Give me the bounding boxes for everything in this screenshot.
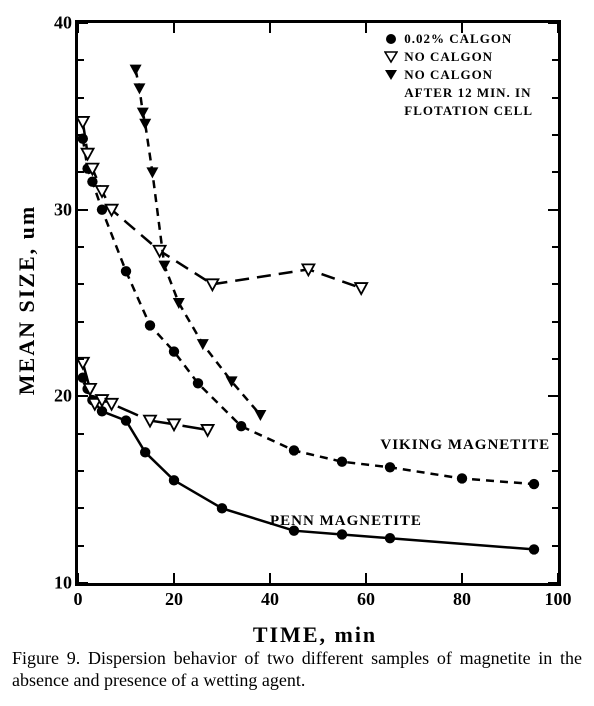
filled-circle-icon bbox=[140, 447, 150, 457]
x-tick-label: 80 bbox=[453, 589, 471, 610]
y-tick-label: 20 bbox=[54, 386, 72, 407]
legend-row: 0.02% CALGON bbox=[382, 31, 533, 47]
filled-circle-icon bbox=[289, 445, 299, 455]
filled-triangle-icon bbox=[254, 410, 266, 421]
legend-row: AFTER 12 MIN. IN bbox=[404, 85, 533, 101]
open-triangle-icon bbox=[106, 399, 118, 410]
filled-triangle-icon bbox=[139, 119, 151, 130]
series-viking-nocalgon bbox=[83, 122, 361, 288]
series-annotation-penn: PENN MAGNETITE bbox=[270, 513, 422, 530]
filled-triangle-icon bbox=[173, 298, 185, 309]
filled-triangle-icon bbox=[382, 68, 400, 82]
x-axis-label: TIME, min bbox=[253, 622, 377, 648]
filled-triangle-icon bbox=[158, 261, 170, 272]
legend-label: FLOTATION CELL bbox=[404, 103, 533, 119]
filled-circle-icon bbox=[382, 32, 400, 46]
y-axis-label: MEAN SIZE, um bbox=[14, 205, 40, 395]
filled-triangle-icon bbox=[133, 83, 145, 94]
filled-triangle-icon bbox=[146, 167, 158, 178]
filled-circle-icon bbox=[193, 378, 203, 388]
legend-label: NO CALGON bbox=[404, 67, 493, 83]
legend-row: NO CALGON bbox=[382, 49, 533, 65]
x-tick-label: 40 bbox=[261, 589, 279, 610]
x-tick-label: 0 bbox=[74, 589, 83, 610]
x-tick-label: 60 bbox=[357, 589, 375, 610]
x-tick-label: 100 bbox=[545, 589, 572, 610]
filled-circle-icon bbox=[169, 346, 179, 356]
filled-triangle-icon bbox=[130, 65, 142, 76]
filled-triangle-icon bbox=[197, 339, 209, 350]
filled-circle-icon bbox=[169, 475, 179, 485]
filled-circle-icon bbox=[385, 462, 395, 472]
open-triangle-icon bbox=[77, 117, 89, 128]
chart-area: 0.02% CALGON NO CALGON NO CALGON AFTER 1… bbox=[75, 20, 561, 586]
filled-circle-icon bbox=[121, 415, 131, 425]
legend: 0.02% CALGON NO CALGON NO CALGON AFTER 1… bbox=[382, 31, 533, 121]
open-triangle-icon bbox=[355, 283, 367, 294]
filled-circle-icon bbox=[145, 320, 155, 330]
figure: MEAN SIZE, um TIME, min 0.02% CALGON NO … bbox=[0, 0, 594, 706]
y-tick-label: 40 bbox=[54, 13, 72, 34]
figure-caption: Figure 9. Dispersion behavior of two dif… bbox=[12, 648, 582, 691]
open-triangle-icon bbox=[82, 149, 94, 160]
y-tick-label: 30 bbox=[54, 199, 72, 220]
legend-row: NO CALGON bbox=[382, 67, 533, 83]
legend-label: NO CALGON bbox=[404, 49, 493, 65]
open-triangle-icon bbox=[382, 50, 400, 64]
filled-circle-icon bbox=[236, 421, 246, 431]
x-tick-label: 20 bbox=[165, 589, 183, 610]
y-tick-label: 10 bbox=[54, 573, 72, 594]
filled-circle-icon bbox=[121, 266, 131, 276]
legend-row: FLOTATION CELL bbox=[404, 103, 533, 119]
series-viking-nocalgon-12min bbox=[136, 70, 261, 415]
filled-circle-icon bbox=[529, 544, 539, 554]
series-annotation-viking: VIKING MAGNETITE bbox=[380, 437, 550, 454]
legend-label: AFTER 12 MIN. IN bbox=[404, 85, 531, 101]
filled-circle-icon bbox=[385, 533, 395, 543]
filled-circle-icon bbox=[217, 503, 227, 513]
series-viking-calgon bbox=[83, 139, 534, 484]
filled-circle-icon bbox=[529, 479, 539, 489]
filled-circle-icon bbox=[337, 529, 347, 539]
filled-circle-icon bbox=[337, 456, 347, 466]
filled-circle-icon bbox=[457, 473, 467, 483]
legend-label: 0.02% CALGON bbox=[404, 31, 512, 47]
filled-triangle-icon bbox=[137, 108, 149, 119]
